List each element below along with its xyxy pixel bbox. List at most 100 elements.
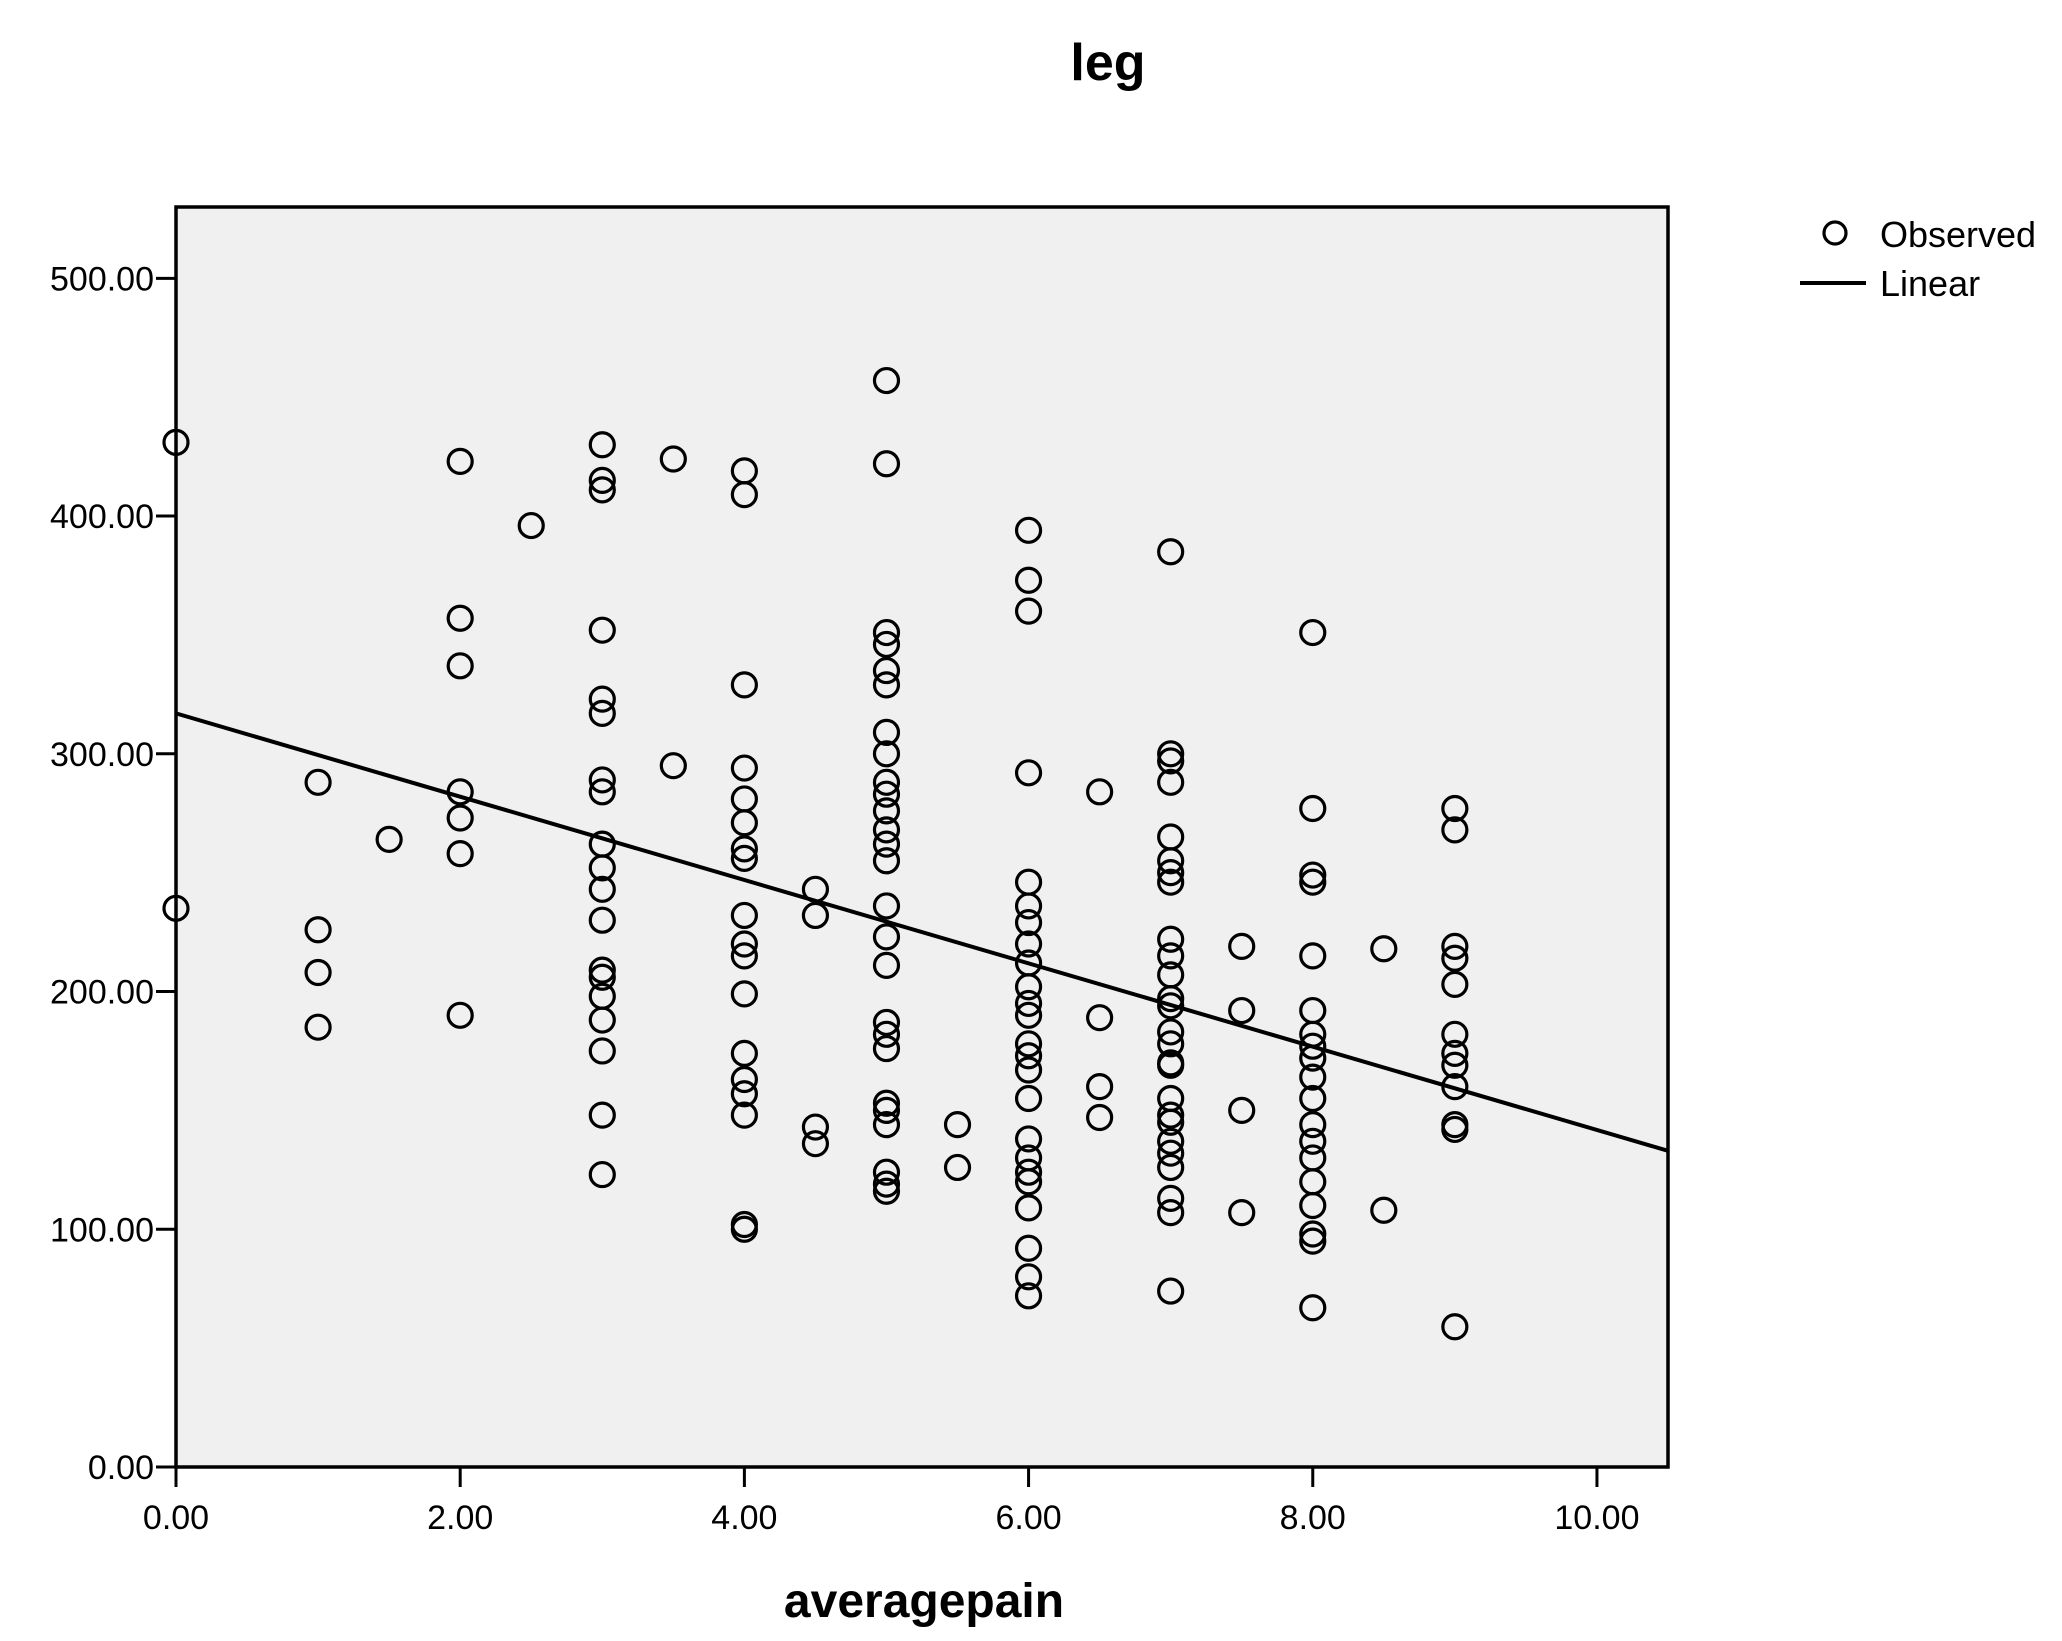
x-tick-label: 2.00: [427, 1499, 493, 1537]
observed-point: [1299, 1111, 1327, 1139]
observed-point: [872, 618, 901, 647]
observed-point: [446, 1001, 474, 1029]
observed-point: [872, 1170, 901, 1198]
observed-point: [730, 942, 758, 970]
observed-point: [588, 685, 616, 713]
observed-point: [1157, 1051, 1185, 1079]
y-tick-label: 500.00: [50, 260, 154, 298]
legend-observed-marker: [1822, 220, 1848, 246]
observed-point: [1086, 1004, 1114, 1032]
observed-point: [1014, 908, 1043, 937]
observed-point: [801, 1130, 830, 1158]
observed-point: [1299, 1032, 1327, 1060]
observed-point: [446, 804, 474, 832]
observed-point: [730, 754, 758, 782]
observed-point: [1014, 1168, 1043, 1196]
observed-point: [730, 901, 758, 930]
observed-point: [1299, 942, 1327, 970]
observed-point: [1441, 944, 1469, 972]
observed-point: [1299, 868, 1327, 896]
observed-point: [588, 956, 616, 984]
legend-linear-label: Linear: [1880, 263, 1980, 304]
observed-point: [872, 830, 901, 858]
observed-point: [588, 875, 616, 903]
observed-point: [1014, 1056, 1043, 1084]
observed-point: [1014, 1042, 1043, 1070]
y-tick-label: 300.00: [50, 736, 154, 774]
observed-point: [1014, 892, 1043, 920]
observed-point: [588, 699, 616, 727]
observed-point: [1014, 1234, 1043, 1262]
observed-point: [1299, 1084, 1327, 1113]
observed-point: [304, 768, 332, 796]
observed-point: [1157, 868, 1185, 896]
observed-point: [730, 1039, 758, 1067]
observed-point: [730, 1215, 758, 1243]
observed-point: [1086, 1103, 1114, 1132]
observed-point: [872, 1008, 901, 1037]
observed-point: [730, 844, 758, 872]
observed-point: [1014, 1084, 1043, 1113]
legend-observed-label: Observed: [1880, 214, 2036, 255]
observed-point: [872, 718, 901, 746]
observed-point: [730, 930, 758, 958]
observed-point: [1157, 1108, 1185, 1136]
observed-point: [872, 1158, 901, 1186]
observed-point: [943, 1153, 972, 1182]
observed-point: [872, 1020, 901, 1048]
observed-point: [588, 1160, 616, 1189]
observed-point: [1157, 1018, 1185, 1046]
observed-point: [1157, 1030, 1185, 1058]
observed-point: [1014, 566, 1043, 594]
observed-point: [1157, 740, 1185, 768]
x-tick-label: 4.00: [711, 1499, 777, 1537]
observed-point: [588, 466, 616, 494]
observed-point: [1086, 1073, 1114, 1101]
observed-point: [1299, 1127, 1327, 1155]
observed-point: [1299, 1063, 1327, 1091]
observed-point: [588, 476, 616, 504]
observed-point: [1014, 1158, 1043, 1186]
observed-point: [730, 481, 758, 509]
observed-point: [1014, 597, 1043, 625]
observed-point: [1441, 970, 1469, 998]
observed-point: [1441, 1039, 1469, 1067]
observed-point: [872, 847, 901, 875]
observed-point: [1157, 1184, 1185, 1212]
observed-point: [1299, 618, 1327, 647]
observed-point: [588, 1037, 616, 1065]
observed-point: [872, 1034, 901, 1063]
observed-point: [1157, 1199, 1185, 1227]
observed-point: [801, 1113, 830, 1141]
x-tick-label: 6.00: [995, 1499, 1061, 1537]
y-tick-label: 0.00: [88, 1449, 154, 1487]
observed-point: [588, 906, 616, 934]
observed-point: [1157, 538, 1185, 566]
observed-point: [1157, 942, 1185, 970]
observed-point: [588, 431, 616, 459]
observed-point: [1157, 985, 1185, 1013]
observed-point: [1370, 935, 1398, 963]
observed-point: [588, 766, 616, 794]
observed-point: [872, 630, 901, 659]
observed-point: [1299, 1220, 1327, 1248]
observed-point: [872, 892, 901, 920]
observed-point: [872, 797, 901, 825]
observed-point: [588, 854, 616, 882]
x-tick-label: 10.00: [1554, 1499, 1639, 1537]
observed-point: [872, 951, 901, 979]
observed-point: [304, 958, 332, 987]
observed-point: [730, 671, 758, 699]
observed-point: [872, 1177, 901, 1205]
plot-area: [174, 205, 1670, 1469]
x-tick-label: 0.00: [143, 1499, 209, 1537]
y-tick-label: 100.00: [50, 1211, 154, 1249]
observed-point: [588, 616, 616, 644]
observed-point: [588, 778, 616, 806]
observed-point: [1014, 516, 1043, 544]
observed-point: [1441, 1313, 1469, 1341]
observed-point: [659, 752, 687, 780]
observed-point: [801, 901, 830, 930]
observed-point: [1086, 778, 1114, 806]
